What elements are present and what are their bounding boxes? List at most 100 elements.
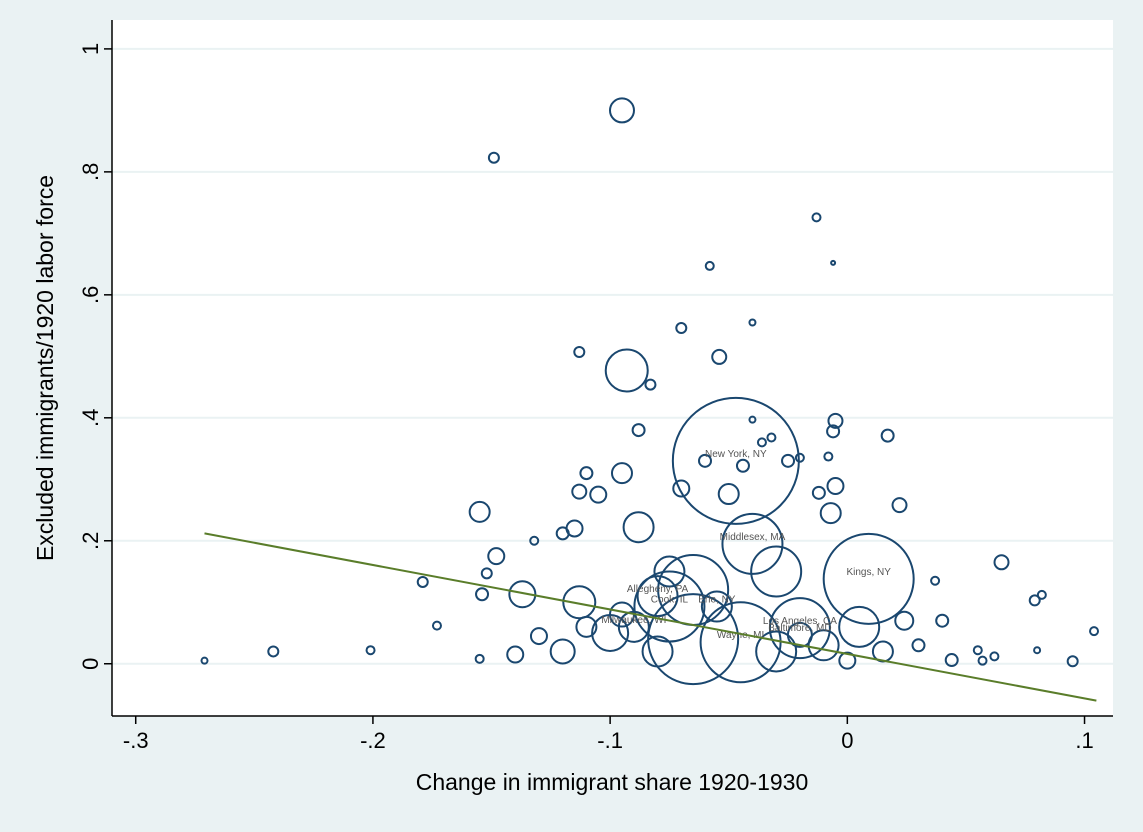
bubble xyxy=(826,477,845,496)
bubble xyxy=(972,645,983,656)
point-label: Middlesex, MA xyxy=(720,532,786,543)
y-tick-label: .6 xyxy=(78,286,103,304)
bubble xyxy=(721,512,784,575)
point-label: Los Angeles, CA xyxy=(763,616,837,627)
bubble xyxy=(1089,626,1100,637)
bubble xyxy=(575,615,598,638)
bubble xyxy=(644,378,657,391)
plot-area xyxy=(112,20,1113,716)
bubble xyxy=(838,605,881,648)
bubble xyxy=(365,645,376,656)
bubble xyxy=(894,610,915,631)
bubble xyxy=(781,453,796,468)
point-label: Milwaukee, WI xyxy=(601,615,666,626)
bubble xyxy=(549,638,576,665)
y-tick-label: 0 xyxy=(78,658,103,670)
y-tick-label: .2 xyxy=(78,532,103,550)
bubble xyxy=(880,428,895,443)
y-tick-label: .8 xyxy=(78,163,103,181)
y-tick-label: 1 xyxy=(78,43,103,55)
bubble xyxy=(930,575,941,586)
bubble xyxy=(830,259,837,266)
bubble xyxy=(989,651,1000,662)
bubble xyxy=(506,645,525,664)
bubble xyxy=(416,575,429,588)
bubble xyxy=(636,575,679,618)
bubble xyxy=(755,630,798,673)
point-label: Erie, NY xyxy=(698,595,736,606)
bubble xyxy=(700,590,733,623)
bubble xyxy=(811,485,826,500)
bubble xyxy=(641,635,674,668)
bubble xyxy=(768,597,831,660)
bubble xyxy=(610,462,633,485)
bubble xyxy=(698,453,713,468)
fit-line xyxy=(204,532,1097,702)
point-label: Cook, IL xyxy=(651,595,689,606)
bubble xyxy=(508,580,537,609)
bubble xyxy=(431,620,442,631)
bubble xyxy=(819,502,842,525)
bubble xyxy=(571,483,588,500)
bubble xyxy=(589,485,608,504)
bubble xyxy=(704,260,715,271)
bubble xyxy=(622,511,655,544)
bubble xyxy=(653,555,686,588)
bubble xyxy=(631,423,646,438)
x-tick-label: .1 xyxy=(1075,728,1093,753)
bubble xyxy=(475,587,490,602)
x-tick-label: -.2 xyxy=(360,728,386,753)
bubble xyxy=(474,653,485,664)
bubble xyxy=(562,585,597,620)
point-label: Wayne, MI xyxy=(717,630,764,641)
bubble xyxy=(891,497,908,514)
bubble xyxy=(717,483,740,506)
bubble xyxy=(827,412,844,429)
bubble xyxy=(786,621,813,648)
x-tick-label: 0 xyxy=(841,728,853,753)
y-tick-label: .4 xyxy=(78,409,103,427)
bubble xyxy=(944,653,959,668)
bubble xyxy=(794,452,805,463)
bubble xyxy=(911,638,926,653)
bubble xyxy=(573,346,586,359)
bubble xyxy=(756,437,767,448)
bubble xyxy=(838,651,857,670)
bubble xyxy=(487,547,506,566)
bubble xyxy=(811,212,822,223)
bubble xyxy=(807,629,840,662)
x-axis-title: Change in immigrant share 1920-1930 xyxy=(416,769,809,795)
bubble xyxy=(977,655,988,666)
point-label: New York, NY xyxy=(705,449,767,460)
point-label: Baltimore, MD xyxy=(768,623,831,634)
bubble xyxy=(200,656,209,665)
bubble xyxy=(672,479,691,498)
bubble xyxy=(1036,589,1047,600)
bubble xyxy=(711,348,728,365)
bubble xyxy=(1033,646,1042,655)
bubble xyxy=(748,415,757,424)
bubble xyxy=(608,97,635,124)
bubble xyxy=(529,627,548,646)
bubble xyxy=(993,554,1010,571)
point-label: Allegheny, PA xyxy=(627,584,689,595)
bubble xyxy=(1028,594,1041,607)
bubble xyxy=(1066,655,1079,668)
bubble xyxy=(826,424,841,439)
bubble xyxy=(675,322,688,335)
bubble xyxy=(529,535,540,546)
bubble xyxy=(748,318,757,327)
x-tick-label: -.3 xyxy=(123,728,149,753)
bubble xyxy=(823,451,834,462)
bubble xyxy=(480,567,493,580)
bubble xyxy=(935,613,950,628)
bubble xyxy=(468,500,491,523)
bubble xyxy=(487,151,500,164)
point-label: Kings, NY xyxy=(846,567,891,578)
bubble xyxy=(735,458,750,473)
bubble xyxy=(617,610,650,643)
bubble xyxy=(579,466,594,481)
bubble xyxy=(750,545,803,598)
bubble xyxy=(766,432,777,443)
